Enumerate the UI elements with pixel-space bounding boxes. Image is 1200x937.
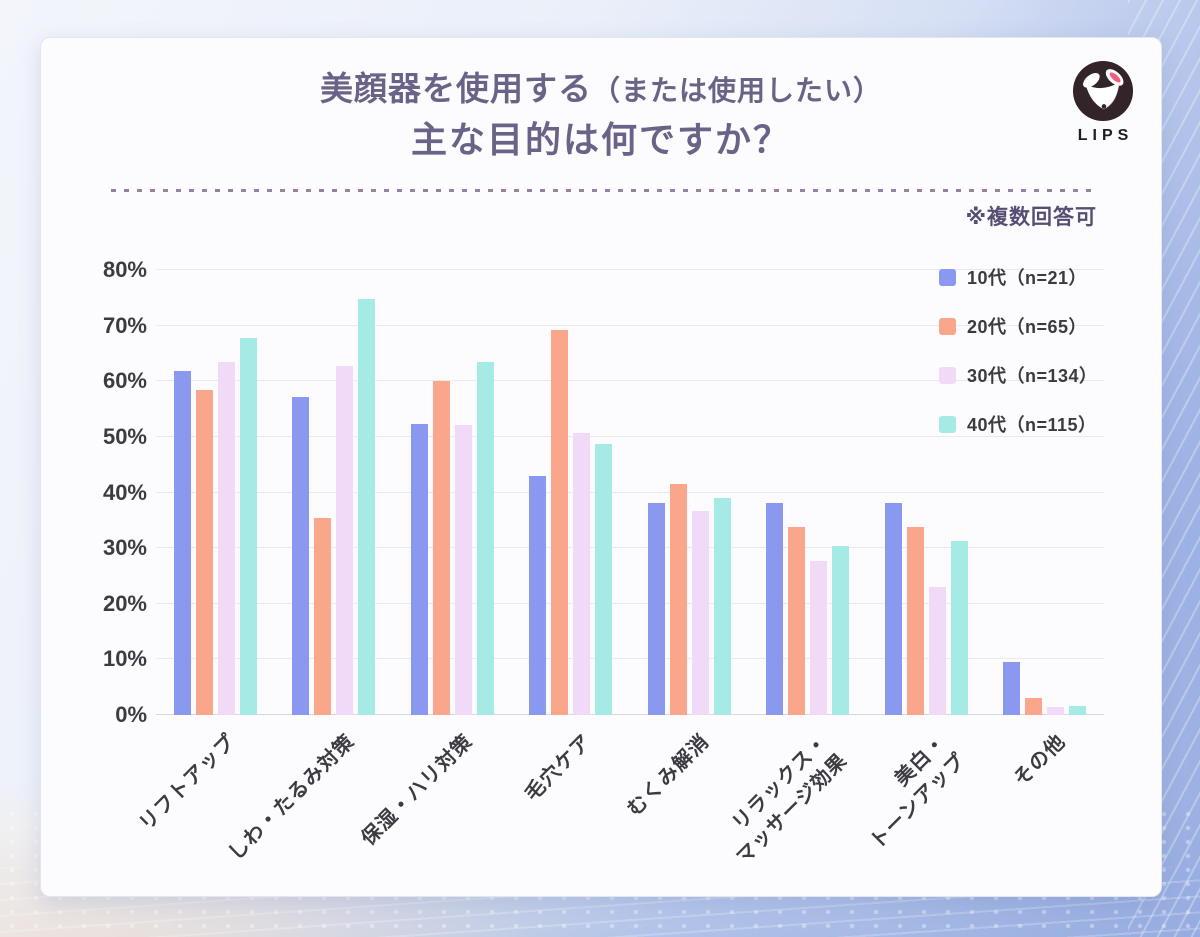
- x-axis-label: しわ・たるみ対策: [223, 729, 361, 867]
- title-line1-paren: （または使用したい）: [592, 75, 882, 106]
- y-axis-label: 70%: [103, 313, 147, 339]
- bar-s0-g6: [885, 503, 902, 715]
- bar-s3-g6: [951, 541, 968, 715]
- bar-s2-g1: [336, 366, 353, 715]
- x-axis-label: 毛穴ケア: [519, 729, 597, 807]
- bar-s3-g5: [832, 546, 849, 715]
- y-axis-label: 30%: [103, 535, 147, 561]
- legend-label: 10代（n=21）: [967, 264, 1087, 290]
- x-axis-label: リフトアップ: [134, 729, 242, 837]
- bar-group: [275, 270, 394, 715]
- bar-group: [630, 270, 749, 715]
- legend-item: 10代（n=21）: [939, 264, 1098, 290]
- legend-item: 30代（n=134）: [939, 362, 1098, 388]
- bar-s1-g5: [788, 527, 805, 715]
- bar-group: [749, 270, 868, 715]
- bar-s1-g4: [670, 484, 687, 715]
- x-axis-label: 美白・トーンアップ: [846, 729, 973, 856]
- legend-label: 40代（n=115）: [967, 411, 1097, 437]
- x-axis-label: リラックス・マッサージ効果: [712, 729, 854, 871]
- legend-item: 20代（n=65）: [939, 313, 1098, 339]
- bar-s0-g4: [648, 503, 665, 715]
- y-axis-label: 0%: [115, 702, 147, 728]
- bar-s0-g5: [766, 503, 783, 715]
- y-axis-label: 10%: [103, 646, 147, 672]
- bar-s0-g0: [174, 371, 191, 715]
- bar-group: [156, 270, 275, 715]
- bar-s3-g3: [595, 444, 612, 715]
- y-axis-label: 60%: [103, 368, 147, 394]
- bar-s2-g3: [573, 433, 590, 715]
- bar-group: [512, 270, 631, 715]
- chart-legend: 10代（n=21） 20代（n=65） 30代（n=134） 40代（n=115）: [939, 264, 1098, 437]
- y-axis-label: 50%: [103, 424, 147, 450]
- x-axis-label: その他: [1008, 729, 1072, 793]
- bar-s1-g0: [196, 390, 213, 715]
- bar-s3-g1: [358, 299, 375, 715]
- legend-label: 20代（n=65）: [967, 313, 1087, 339]
- fawn-icon: [1072, 60, 1134, 122]
- y-axis-label: 20%: [103, 591, 147, 617]
- legend-swatch: [939, 416, 956, 433]
- y-axis-label: 40%: [103, 480, 147, 506]
- bar-group: [393, 270, 512, 715]
- bar-s0-g3: [529, 476, 546, 715]
- legend-swatch: [939, 318, 956, 335]
- bar-s2-g5: [810, 561, 827, 715]
- y-axis-label: 80%: [103, 257, 147, 283]
- bar-s0-g7: [1003, 662, 1020, 715]
- bar-s3-g4: [714, 498, 731, 715]
- x-axis-label: 保湿・ハリ対策: [356, 729, 479, 852]
- page-title: 美顔器を使用する（または使用したい） 主な目的は何ですか？: [41, 72, 1161, 158]
- legend-item: 40代（n=115）: [939, 411, 1098, 437]
- dotted-divider: [111, 189, 1091, 192]
- bar-s1-g6: [907, 527, 924, 715]
- bar-s0-g1: [292, 397, 309, 715]
- bar-s2-g2: [455, 425, 472, 715]
- bar-s2-g4: [692, 511, 709, 715]
- bar-s2-g0: [218, 362, 235, 715]
- legend-label: 30代（n=134）: [967, 362, 1098, 388]
- bar-s1-g1: [314, 518, 331, 715]
- bar-s2-g6: [929, 587, 946, 715]
- lips-logo: LIPS: [1071, 60, 1135, 145]
- legend-swatch: [939, 269, 956, 286]
- x-axis-label: むくみ解消: [622, 729, 716, 823]
- bar-s1-g3: [551, 330, 568, 715]
- lips-logo-text: LIPS: [1071, 127, 1135, 145]
- title-line2: 主な目的は何ですか？: [41, 122, 1161, 158]
- title-line1: 美顔器を使用する（または使用したい）: [41, 72, 1161, 105]
- legend-swatch: [939, 367, 956, 384]
- bar-s0-g2: [411, 424, 428, 715]
- bar-s1-g2: [433, 381, 450, 715]
- multiple-answers-note: ※複数回答可: [966, 201, 1097, 231]
- bar-s2-g7: [1047, 707, 1064, 715]
- bar-s3-g0: [240, 338, 257, 715]
- survey-card: 美顔器を使用する（または使用したい） 主な目的は何ですか？ LIPS ※複数回答…: [40, 37, 1162, 897]
- bar-s3-g7: [1069, 706, 1086, 715]
- bar-s1-g7: [1025, 698, 1042, 715]
- bar-s3-g2: [477, 362, 494, 715]
